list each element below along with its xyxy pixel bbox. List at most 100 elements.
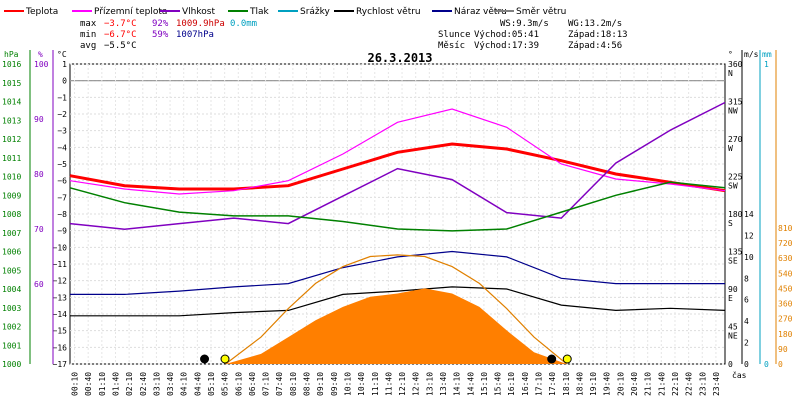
- x-tick-38: 19:10: [589, 372, 598, 396]
- x-tick-37: 18:40: [575, 372, 584, 396]
- direction-label-1: NW: [728, 107, 738, 116]
- legend-label-3: Tlak: [249, 7, 270, 17]
- temp-tick-13: −12: [53, 277, 68, 286]
- x-tick-32: 16:10: [507, 372, 516, 396]
- wind-tick-7: 0: [744, 360, 749, 369]
- legend-label-0: Teplota: [25, 7, 58, 17]
- direction-label-4: S: [728, 219, 733, 228]
- wind-tick-1: 12: [744, 231, 754, 240]
- temp-tick-7: −6: [57, 177, 67, 186]
- series-solar-area: [225, 288, 567, 364]
- sun-marker-1: [562, 354, 572, 364]
- x-tick-2: 01:10: [98, 372, 107, 396]
- x-tick-39: 19:40: [603, 372, 612, 396]
- direction-tick-7: 45: [728, 323, 738, 332]
- chart-title: 26.3.2013: [367, 51, 432, 65]
- legend-label-2: Vlhkost: [182, 7, 215, 17]
- plot-area: [69, 63, 726, 365]
- wind-tick-5: 4: [744, 317, 749, 326]
- moon-set: Západ:4:56: [568, 41, 622, 51]
- temp-tick-10: −9: [57, 227, 67, 236]
- stats-max-label: max: [80, 19, 97, 29]
- temp-tick-9: −8: [57, 210, 67, 219]
- solar-tick-6: 270: [778, 315, 793, 324]
- direction-label-0: N: [728, 69, 733, 78]
- humidity-tick-1: 90: [34, 115, 44, 124]
- wind-tick-0: 14: [744, 210, 754, 219]
- solar-tick-0: 810: [778, 224, 793, 233]
- temp-tick-2: −1: [57, 93, 67, 102]
- direction-label-7: NE: [728, 332, 738, 341]
- x-tick-41: 20:40: [630, 372, 639, 396]
- x-tick-3: 01:40: [111, 372, 120, 396]
- series-line-5: [70, 250, 725, 295]
- x-tick-11: 05:40: [221, 372, 230, 396]
- x-tick-9: 04:40: [193, 372, 202, 396]
- temp-tick-6: −5: [57, 160, 67, 169]
- stats-avg-temp: −5.5°C: [104, 41, 137, 51]
- x-tick-13: 06:40: [248, 372, 257, 396]
- sun-rise: Východ:05:41: [474, 30, 539, 40]
- x-tick-31: 15:40: [494, 372, 503, 396]
- solar-tick-9: 0: [778, 360, 783, 369]
- x-tick-40: 20:10: [616, 372, 625, 396]
- stats-min-label: min: [80, 30, 96, 40]
- x-tick-5: 02:40: [139, 372, 148, 396]
- direction-label-2: W: [728, 144, 733, 153]
- wind-tick-3: 8: [744, 274, 749, 283]
- temperature-unit: °C: [57, 50, 67, 59]
- pressure-tick-15: 1001: [2, 341, 21, 350]
- pressure-tick-10: 1006: [2, 248, 21, 257]
- temp-tick-12: −11: [53, 260, 68, 269]
- x-tick-14: 07:10: [262, 372, 271, 396]
- axes: 10−1−2−3−4−5−6−7−8−9−10−11−12−13−14−15−1…: [2, 50, 793, 396]
- x-tick-43: 21:40: [657, 372, 666, 396]
- stats-max-press: 1009.9hPa: [176, 19, 225, 29]
- x-tick-34: 17:10: [535, 372, 544, 396]
- series-line-0: [69, 142, 726, 193]
- stats-max-temp: −3.7°C: [104, 19, 137, 29]
- x-tick-46: 23:10: [698, 372, 707, 396]
- wind-ws: WS:9.3m/s: [500, 19, 549, 29]
- x-tick-42: 21:10: [644, 372, 653, 396]
- direction-tick-0: 360: [728, 60, 743, 69]
- solar-tick-5: 360: [778, 300, 793, 309]
- x-tick-44: 22:10: [671, 372, 680, 396]
- pressure-unit: hPa: [4, 50, 19, 59]
- pressure-tick-0: 1016: [2, 60, 21, 69]
- pressure-tick-7: 1009: [2, 191, 21, 200]
- sun-set: Západ:18:13: [568, 30, 628, 40]
- stats-max-rain: 0.0mm: [230, 19, 257, 29]
- legend-label-4: Srážky: [300, 7, 331, 17]
- x-tick-19: 09:40: [330, 372, 339, 396]
- solar-tick-7: 180: [778, 330, 793, 339]
- direction-tick-3: 225: [728, 173, 743, 182]
- x-tick-30: 15:10: [480, 372, 489, 396]
- direction-tick-6: 90: [728, 285, 738, 294]
- stats-max-hum: 92%: [152, 19, 169, 29]
- humidity-tick-4: 60: [34, 280, 44, 289]
- temp-tick-11: −10: [53, 243, 68, 252]
- solar-tick-8: 90: [778, 345, 788, 354]
- direction-tick-8: 0: [728, 360, 733, 369]
- solar-tick-2: 630: [778, 254, 793, 263]
- pressure-tick-12: 1004: [2, 285, 21, 294]
- pressure-tick-2: 1014: [2, 98, 21, 107]
- x-tick-7: 03:40: [166, 372, 175, 396]
- x-tick-28: 14:10: [453, 372, 462, 396]
- temp-tick-18: −17: [53, 360, 68, 369]
- pressure-tick-1: 1015: [2, 79, 21, 88]
- rain-tick-1: 0: [764, 360, 769, 369]
- moon-label: Měsíc: [438, 41, 465, 51]
- pressure-tick-13: 1003: [2, 304, 21, 313]
- x-tick-33: 16:40: [521, 372, 530, 396]
- x-tick-17: 08:40: [303, 372, 312, 396]
- pressure-tick-11: 1005: [2, 266, 21, 275]
- pressure-tick-16: 1000: [2, 360, 21, 369]
- wind-tick-2: 10: [744, 253, 754, 262]
- solar-tick-3: 540: [778, 269, 793, 278]
- temp-tick-8: −7: [57, 193, 67, 202]
- legend-label-5: Rychlost větru: [356, 7, 421, 17]
